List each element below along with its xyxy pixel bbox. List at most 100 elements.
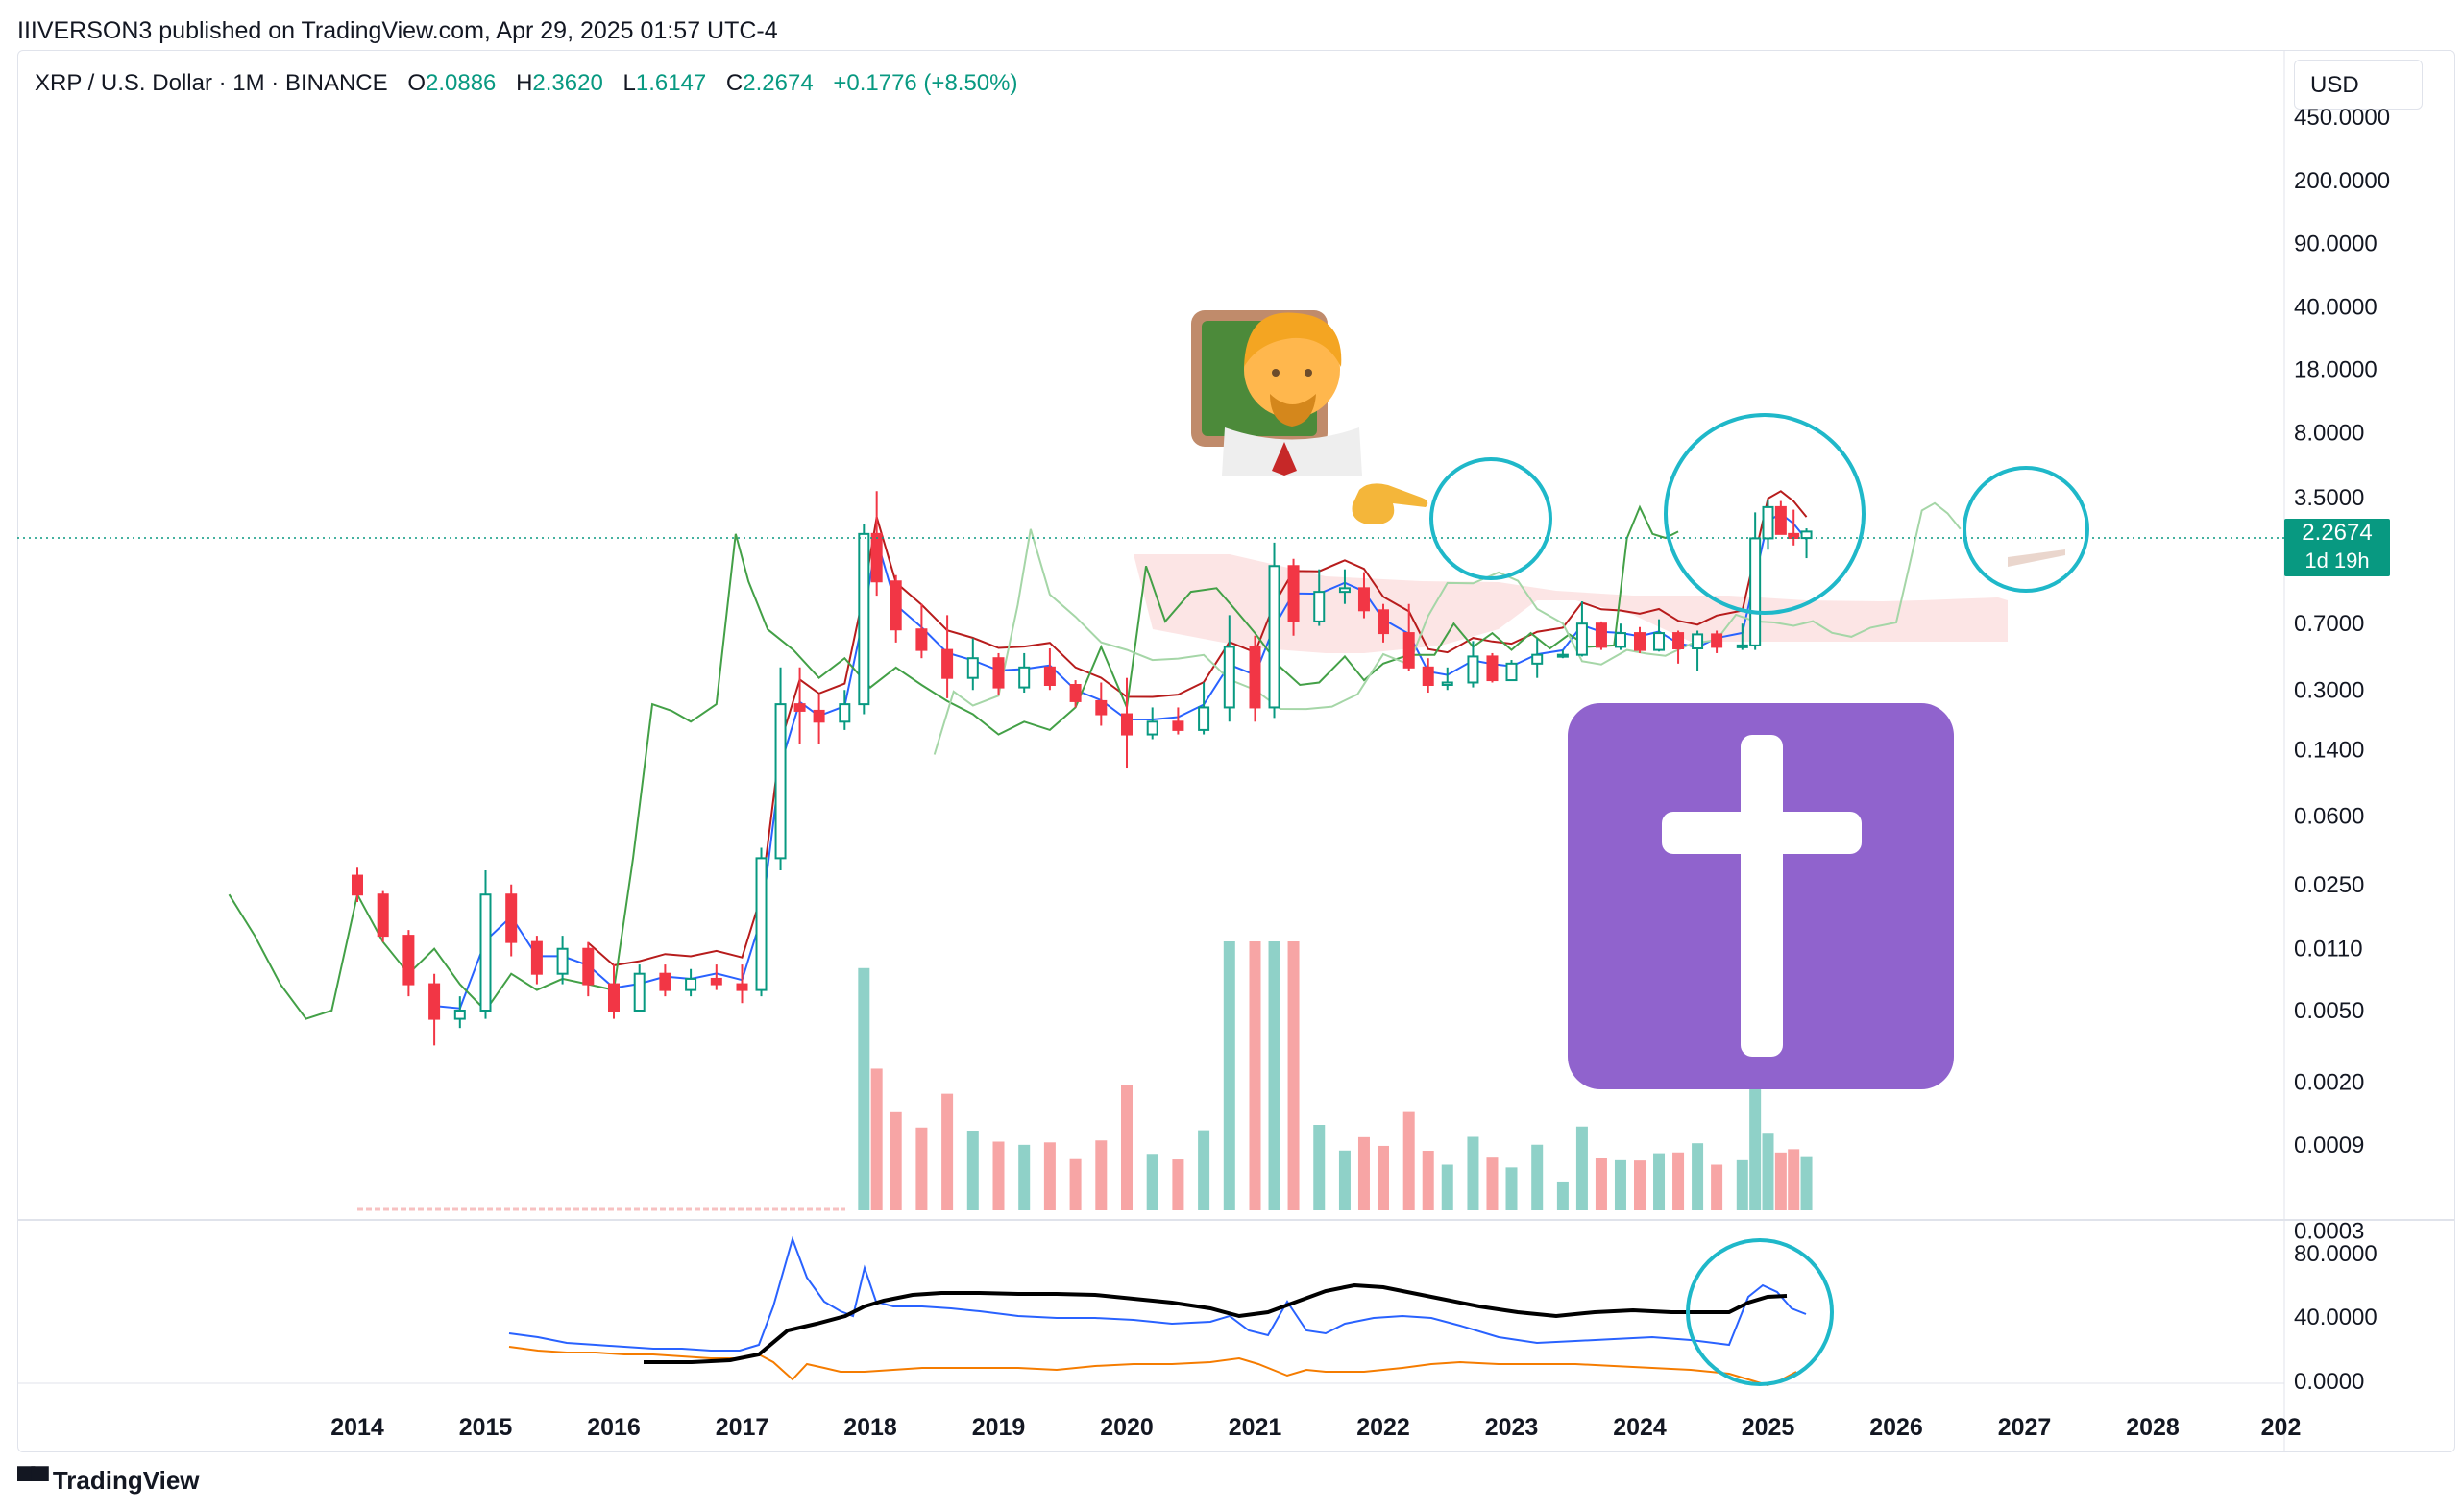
price-axis-tick: 0.3000 [2294,677,2364,703]
price-axis-tick: 0.0110 [2294,937,2363,963]
annotation-circle-2023 [1429,457,1552,580]
time-axis-tick: 2022 [1356,1414,1410,1441]
change-value: +0.1776 (+8.50%) [833,70,1018,96]
volume-bar [1788,1149,1800,1210]
candle-body [1505,662,1518,682]
candle-body [1575,622,1588,656]
candle-body [1486,655,1499,682]
volume-bar [870,1068,883,1210]
volume-bar [1121,1085,1133,1210]
candle-body [582,947,595,986]
tradingview-logo-icon: ▀▀ [17,1466,49,1495]
adx-line [644,1282,1788,1364]
high-value: 2.3620 [532,70,603,96]
price-axis-tick: 0.0050 [2294,998,2364,1024]
candle-body [774,703,787,860]
candle-body [1653,632,1666,651]
annotation-circle-2025 [1664,413,1866,615]
indicator-axis-tick: 0.0000 [2294,1369,2364,1395]
candle-body [1018,666,1031,689]
candle-body [1774,505,1787,535]
di-minus-line [508,1346,1797,1387]
price-axis-tick: 0.0003 [2294,1218,2364,1244]
time-axis-tick: 2019 [972,1414,1026,1441]
candle-body [1146,720,1158,736]
time-axis-tick: 2021 [1229,1414,1282,1441]
volume-bar [1069,1158,1082,1210]
candle-body [1634,632,1646,651]
chart-frame [17,50,2455,1452]
candle-body [1672,632,1685,650]
volume-bar [1378,1145,1389,1210]
volume-bar [992,1141,1005,1210]
volume-bar [1774,1152,1787,1210]
latin-cross-icon [1568,703,1954,1089]
volume-bar [1441,1164,1453,1210]
candle-body [736,983,748,991]
volume-bar [1505,1167,1518,1210]
volume-bar [1287,941,1300,1210]
candle-body [941,648,954,679]
candle-body [352,874,363,896]
time-axis-tick: 2016 [587,1414,641,1441]
annotation-circle-2027 [1963,466,2089,593]
candle-body [1556,653,1569,658]
candle-body [1198,706,1210,731]
brand-label: TradingView [52,1466,200,1495]
adx-indicator [508,1235,1807,1387]
volume-bar [858,967,870,1210]
price-axis-tick: 0.0020 [2294,1070,2364,1096]
price-axis-tick: 450.0000 [2294,105,2390,131]
price-axis-tick: 90.0000 [2294,231,2378,256]
volume-bar [890,1111,902,1210]
volume-bar [966,1131,979,1210]
volume-bar [1595,1158,1607,1210]
indicator-axis-tick: 80.0000 [2294,1241,2378,1267]
volume-bar [1357,1136,1370,1210]
candle-body [633,972,646,1012]
time-axis-tick: 2020 [1100,1414,1154,1441]
low-value: 1.6147 [635,70,707,96]
symbol-label[interactable]: XRP / U.S. Dollar · 1M · BINANCE [35,70,388,96]
volume-bar [1531,1144,1544,1210]
candle-body [1172,720,1184,731]
volume-bar [1198,1130,1210,1210]
indicator-axis-tick: 40.0000 [2294,1305,2378,1330]
candle-body [1736,644,1748,648]
candle-body [1692,633,1704,650]
time-axis-tick: 2024 [1613,1414,1667,1441]
currency-button[interactable]: USD [2294,60,2423,110]
candle-body [1223,646,1235,709]
candle-body [377,893,389,938]
open-value: 2.0886 [425,70,497,96]
candle-body [1069,683,1082,702]
candle-body [793,703,806,712]
volume-bar [1653,1153,1666,1210]
volume-bar [1575,1126,1588,1210]
volume-bar [1711,1164,1723,1210]
candle-body [992,657,1005,689]
candle-body [966,657,979,679]
price-axis-tick: 18.0000 [2294,357,2378,383]
candle-body [813,709,825,723]
pointing-hand-icon [1352,483,1428,524]
candle-body [1441,681,1453,686]
candle-body [1357,587,1370,612]
close-label: C [725,70,744,96]
candle-body [659,972,671,991]
volume-bar [1146,1154,1158,1210]
price-axis-tick: 0.0250 [2294,872,2364,898]
time-axis-tick: 2023 [1485,1414,1539,1441]
price-axis-tick: 0.7000 [2294,611,2364,637]
candle-body [890,580,902,631]
volume-bar [1422,1151,1434,1210]
candle-body [1095,699,1108,716]
publisher-line: IIIVERSON3 published on TradingView.com,… [17,17,778,44]
close-value: 2.2674 [743,70,814,96]
time-axis-tick: 2014 [330,1414,384,1441]
candle-body [839,703,851,723]
candle-body [1249,646,1261,709]
footer-brand[interactable]: ▀▀ TradingView [17,1466,200,1496]
candle-body [1287,565,1300,622]
